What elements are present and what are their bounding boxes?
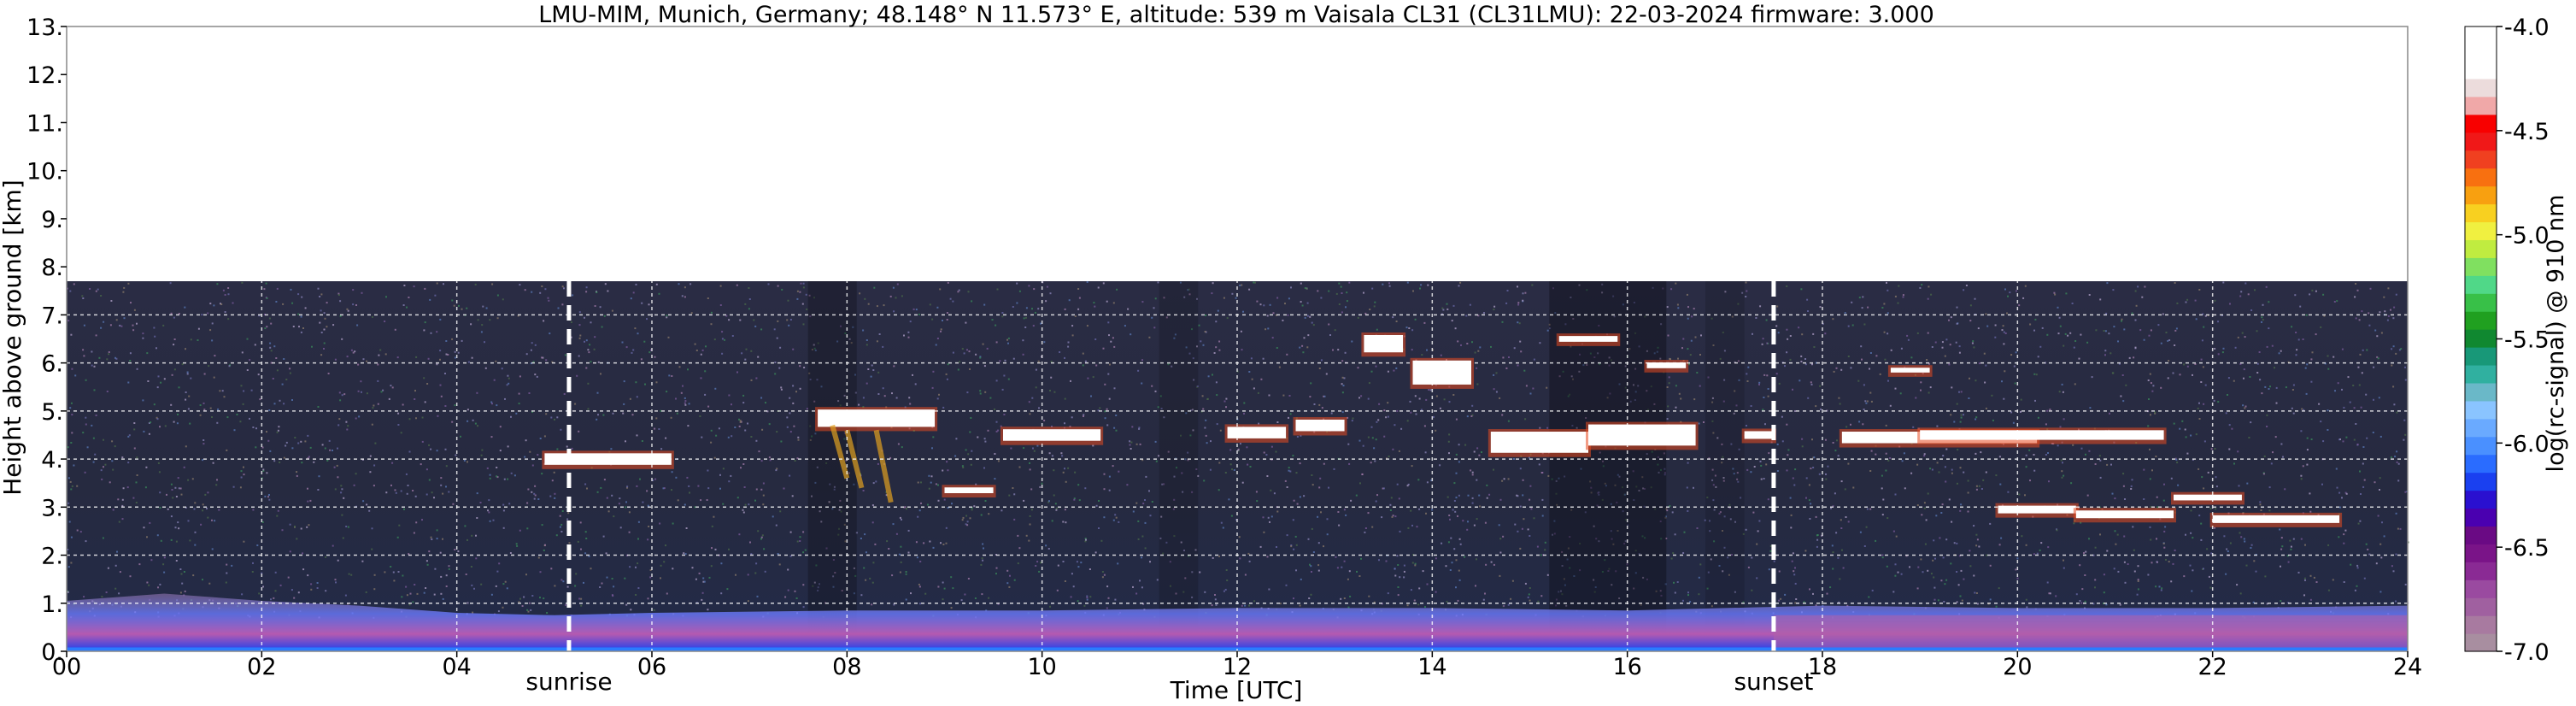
colorbar-band [2465, 150, 2497, 169]
colorbar-band [2465, 615, 2497, 634]
y-tick-label: 10. [26, 159, 63, 185]
y-tick-label: 3. [41, 495, 63, 521]
colorbar-band [2465, 364, 2497, 384]
chart-title: LMU-MIM, Munich, Germany; 48.148° N 11.5… [538, 2, 1934, 28]
y-tick-label: 7. [41, 303, 63, 329]
marker-sunrise-label: sunrise [525, 668, 612, 696]
colorbar-band [2465, 96, 2497, 115]
colorbar: -4.0 -4.5 -5.0 -5.5 -6.0 -6.5 -7.0 log(rc-sign… [2464, 15, 2569, 666]
y-tick-label: 0. [41, 639, 63, 666]
x-tick-label: 06 [637, 654, 666, 680]
x-tick-label: 20 [2003, 654, 2032, 680]
x-axis-label: Time [UTC] [1170, 676, 1303, 704]
colorbar-band [2465, 400, 2497, 420]
colorbar-ticks: -4.0 -4.5 -5.0 -5.5 -6.0 -6.5 -7.0 [2497, 15, 2550, 666]
colorbar-band [2465, 382, 2497, 402]
colorbar-tick-label: -4.0 [2504, 15, 2550, 41]
y-tick-label: 9. [41, 207, 63, 233]
marker-sunset-label: sunset [1734, 668, 1813, 696]
x-tick-label: 14 [1417, 654, 1446, 680]
colorbar-band [2465, 221, 2497, 240]
x-tick-label: 12 [1223, 654, 1252, 680]
colorbar-tick-label: -5.0 [2504, 223, 2550, 250]
colorbar-tick-label: -6.0 [2504, 431, 2550, 457]
x-tick-label: 10 [1027, 654, 1056, 680]
y-tick-label: 4. [41, 447, 63, 474]
colorbar-band [2465, 580, 2497, 598]
x-tick-label: 00 [52, 654, 81, 680]
colorbar-band [2465, 185, 2497, 205]
x-tick-label: 24 [2393, 654, 2422, 680]
sun-markers: sunrise sunset [525, 281, 1813, 696]
colorbar-band [2465, 544, 2497, 562]
colorbar-tick-label: -4.5 [2504, 119, 2550, 145]
y-axis-label: Height above ground [km] [0, 179, 26, 496]
colorbar-band [2465, 508, 2497, 527]
y-axis-ticks: 0. 1. 2. 3. 4. 5. 6. 7. 8. 9. 10. 11. 12. 13. [26, 15, 67, 666]
grid [67, 26, 2408, 651]
x-axis-ticks: 00 02 04 06 08 10 12 14 16 18 20 22 24 [52, 651, 2422, 680]
colorbar-band [2465, 26, 2497, 79]
colorbar-band [2465, 526, 2497, 544]
colorbar-band [2465, 454, 2497, 474]
colorbar-band [2465, 275, 2497, 294]
colorbar-band [2465, 633, 2497, 652]
colorbar-band [2465, 203, 2497, 223]
x-tick-label: 22 [2198, 654, 2227, 680]
colorbar-band [2465, 472, 2497, 491]
colorbar-band [2465, 257, 2497, 276]
colorbar-band [2465, 293, 2497, 312]
colorbar-band [2465, 436, 2497, 456]
y-tick-label: 5. [41, 399, 63, 426]
x-tick-label: 16 [1612, 654, 1641, 680]
y-tick-label: 11. [26, 110, 63, 137]
colorbar-band [2465, 418, 2497, 438]
colorbar-band [2465, 168, 2497, 187]
y-tick-label: 2. [41, 544, 63, 570]
colorbar-band [2465, 78, 2497, 97]
colorbar-band [2465, 490, 2497, 509]
colorbar-tick-label: -7.0 [2504, 639, 2550, 666]
x-tick-label: 18 [1808, 654, 1837, 680]
colorbar-band [2465, 114, 2497, 133]
colorbar-band [2465, 562, 2497, 580]
y-tick-label: 1. [41, 591, 63, 618]
plot-area [67, 26, 2409, 652]
y-tick-label: 8. [41, 255, 63, 281]
colorbar-band [2465, 132, 2497, 151]
colorbar-label: log(rc-signal) @ 910 nm [2543, 195, 2569, 473]
colorbar-tick-label: -5.5 [2504, 327, 2550, 354]
colorbar-band [2465, 329, 2497, 348]
x-tick-label: 08 [832, 654, 861, 680]
x-tick-label: 02 [247, 654, 276, 680]
y-tick-label: 6. [41, 351, 63, 378]
y-tick-label: 12. [26, 62, 63, 89]
colorbar-band [2465, 239, 2497, 258]
y-tick-label: 13. [26, 15, 63, 41]
colorbar-band [2465, 311, 2497, 330]
colorbar-bands [2465, 26, 2497, 652]
colorbar-band [2465, 597, 2497, 616]
colorbar-band [2465, 347, 2497, 366]
colorbar-tick-label: -6.5 [2504, 535, 2550, 562]
x-tick-label: 04 [442, 654, 471, 680]
